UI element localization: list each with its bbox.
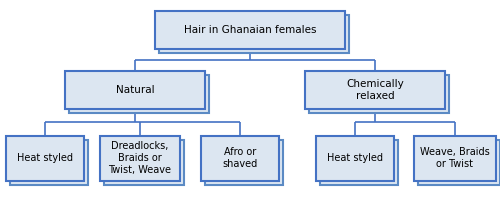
FancyBboxPatch shape (10, 139, 88, 185)
Text: Hair in Ghanaian females: Hair in Ghanaian females (184, 25, 316, 35)
Text: Heat styled: Heat styled (17, 153, 73, 163)
FancyBboxPatch shape (69, 75, 209, 113)
FancyBboxPatch shape (316, 136, 394, 180)
Text: Weave, Braids
or Twist: Weave, Braids or Twist (420, 147, 490, 169)
FancyBboxPatch shape (309, 75, 449, 113)
FancyBboxPatch shape (320, 139, 398, 185)
Text: Natural: Natural (116, 85, 154, 95)
Text: Chemically
relaxed: Chemically relaxed (346, 79, 404, 101)
FancyBboxPatch shape (65, 71, 205, 109)
FancyBboxPatch shape (159, 15, 349, 53)
FancyBboxPatch shape (100, 136, 180, 180)
FancyBboxPatch shape (201, 136, 279, 180)
FancyBboxPatch shape (104, 139, 184, 185)
Text: Afro or
shaved: Afro or shaved (222, 147, 258, 169)
FancyBboxPatch shape (305, 71, 445, 109)
FancyBboxPatch shape (418, 139, 500, 185)
FancyBboxPatch shape (155, 11, 345, 49)
FancyBboxPatch shape (205, 139, 283, 185)
FancyBboxPatch shape (6, 136, 84, 180)
Text: Heat styled: Heat styled (327, 153, 383, 163)
Text: Dreadlocks,
Braids or
Twist, Weave: Dreadlocks, Braids or Twist, Weave (108, 141, 172, 175)
FancyBboxPatch shape (414, 136, 496, 180)
